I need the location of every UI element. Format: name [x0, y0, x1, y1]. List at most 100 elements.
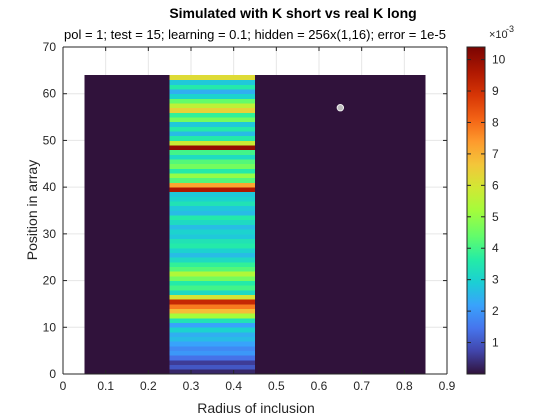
heatmap-cell — [169, 299, 255, 305]
heatmap-cell — [169, 140, 255, 146]
heatmap-cells — [84, 75, 426, 375]
heatmap-cell — [84, 149, 170, 155]
heatmap-cell — [84, 327, 170, 333]
heatmap-cell — [84, 369, 170, 375]
heatmap-cell — [169, 93, 255, 99]
heatmap-cell — [255, 205, 426, 211]
heatmap-cell — [255, 322, 426, 328]
heatmap-cell — [84, 345, 170, 352]
heatmap-cell — [255, 196, 426, 202]
marker-point — [336, 104, 345, 112]
heatmap-cell — [255, 219, 426, 225]
heatmap-cell — [255, 145, 426, 151]
colorbar-tick-label: 10 — [492, 53, 506, 67]
heatmap-cell — [84, 140, 170, 146]
heatmap-cell — [84, 154, 170, 160]
y-tick-label: 20 — [43, 274, 57, 288]
heatmap-cell — [255, 233, 426, 239]
heatmap-cell — [84, 98, 170, 104]
heatmap-cell — [84, 271, 170, 277]
heatmap-cell — [169, 215, 255, 221]
heatmap-cell — [169, 350, 255, 356]
heatmap-cell — [255, 285, 426, 291]
heatmap-cell — [84, 210, 170, 216]
heatmap-cell — [169, 98, 255, 104]
heatmap-cell — [255, 280, 426, 286]
heatmap-cell — [84, 233, 170, 239]
heatmap-cell — [84, 266, 170, 272]
heatmap-cell — [255, 224, 426, 230]
heatmap-cell — [169, 359, 255, 366]
x-tick-label: 0.4 — [225, 379, 242, 393]
heatmap-cell — [84, 238, 170, 244]
heatmap-cell — [169, 126, 255, 132]
heatmap-cell — [169, 327, 255, 333]
heatmap-cell — [255, 117, 426, 123]
colorbar: 1 2 3 4 5 6 7 8 9 10 — [466, 46, 506, 375]
heatmap-cell — [84, 224, 170, 230]
heatmap-cell — [169, 355, 255, 361]
heatmap-cell — [169, 308, 255, 314]
x-tick-label: 0.6 — [311, 379, 328, 393]
heatmap-cell — [84, 359, 170, 366]
heatmap-cell — [169, 313, 255, 319]
heatmap-cell — [84, 126, 170, 132]
colorbar-exponent-base: ×10 — [489, 29, 508, 41]
heatmap-cell — [169, 303, 255, 309]
heatmap-cell — [255, 336, 426, 342]
colorbar-tick-label: 6 — [492, 178, 499, 192]
plot-area: 0 0.1 0.2 0.3 0.4 0.5 0.6 0.7 0.8 0.9 0 10 20 30 40 50 6… — [43, 40, 456, 393]
heatmap-cell — [169, 275, 255, 281]
y-axis-label: Position in array — [24, 160, 40, 260]
heatmap-cell — [169, 196, 255, 202]
heatmap-cell — [169, 210, 255, 216]
heatmap-cell — [255, 93, 426, 99]
heatmap-cell — [255, 173, 426, 179]
heatmap-cell — [255, 89, 426, 95]
heatmap-cell — [255, 247, 426, 253]
heatmap-cell — [169, 341, 255, 347]
heatmap-cell — [84, 187, 170, 193]
heatmap-cell — [84, 84, 170, 90]
heatmap-cell — [255, 331, 426, 338]
heatmap-cell — [84, 247, 170, 253]
heatmap-cell — [169, 75, 255, 81]
x-tick-label: 0.1 — [97, 379, 114, 393]
heatmap-cell — [255, 266, 426, 272]
heatmap-cell — [169, 345, 255, 352]
heatmap-cell — [169, 79, 255, 85]
heatmap-cell — [84, 299, 170, 305]
heatmap-cell — [84, 177, 170, 183]
heatmap-cell — [255, 168, 426, 174]
heatmap-cell — [84, 173, 170, 179]
heatmap-cell — [255, 238, 426, 244]
heatmap-cell — [169, 191, 255, 197]
heatmap-cell — [84, 355, 170, 361]
heatmap-cell — [169, 135, 255, 141]
heatmap-cell — [255, 187, 426, 193]
x-tick-label: 0.9 — [439, 379, 456, 393]
heatmap-cell — [255, 317, 426, 324]
heatmap-cell — [255, 135, 426, 141]
heatmap-cell — [169, 187, 255, 193]
heatmap-cell — [169, 331, 255, 338]
heatmap-cell — [255, 149, 426, 155]
heatmap-cell — [255, 299, 426, 305]
heatmap-cell — [84, 261, 170, 267]
colorbar-tick-label: 4 — [492, 241, 499, 255]
heatmap-cell — [84, 201, 170, 207]
heatmap-cell — [169, 107, 255, 113]
heatmap-cell — [84, 121, 170, 127]
x-tick-label: 0.3 — [183, 379, 200, 393]
heatmap-cell — [255, 359, 426, 366]
colorbar-exponent-power: -3 — [506, 24, 514, 34]
heatmap-cell — [255, 229, 426, 235]
heatmap-cell — [255, 126, 426, 132]
y-tick-label: 60 — [43, 87, 57, 101]
heatmap-cell — [169, 121, 255, 127]
heatmap-cell — [169, 336, 255, 342]
heatmap-cell — [169, 285, 255, 291]
heatmap-cell — [84, 317, 170, 324]
heatmap-cell — [84, 79, 170, 85]
heatmap-cell — [84, 280, 170, 286]
